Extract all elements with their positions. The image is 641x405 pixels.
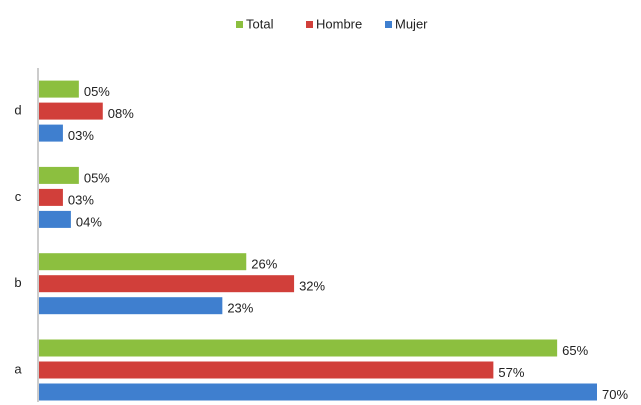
- data-label: 23%: [227, 301, 253, 316]
- bar: [39, 210, 71, 228]
- y-tick-label: c: [15, 189, 22, 204]
- bar: [39, 275, 295, 293]
- data-label: 08%: [108, 106, 134, 121]
- data-label: 05%: [84, 170, 110, 185]
- bar: [39, 361, 494, 379]
- bar: [39, 80, 79, 98]
- bar: [39, 297, 223, 315]
- legend-label: Total: [246, 16, 274, 31]
- y-tick-label: a: [14, 361, 22, 376]
- data-label: 03%: [68, 128, 94, 143]
- legend-swatch: [385, 21, 392, 28]
- bar: [39, 124, 63, 142]
- bar: [39, 339, 558, 357]
- data-label: 04%: [76, 214, 102, 229]
- legend-swatch: [306, 21, 313, 28]
- bar: [39, 383, 597, 401]
- data-label: 03%: [68, 192, 94, 207]
- data-label: 65%: [562, 343, 588, 358]
- data-label: 70%: [602, 387, 628, 402]
- data-label: 57%: [498, 365, 524, 380]
- y-tick-label: d: [14, 103, 21, 118]
- legend-swatch: [236, 21, 243, 28]
- bar: [39, 166, 79, 184]
- data-label: 32%: [299, 279, 325, 294]
- legend-label: Hombre: [316, 16, 362, 31]
- y-tick-label: b: [14, 275, 21, 290]
- bar: [39, 253, 247, 271]
- data-label: 05%: [84, 84, 110, 99]
- bar: [39, 102, 103, 120]
- bar: [39, 188, 63, 206]
- legend-label: Mujer: [395, 16, 428, 31]
- data-label: 26%: [251, 257, 277, 272]
